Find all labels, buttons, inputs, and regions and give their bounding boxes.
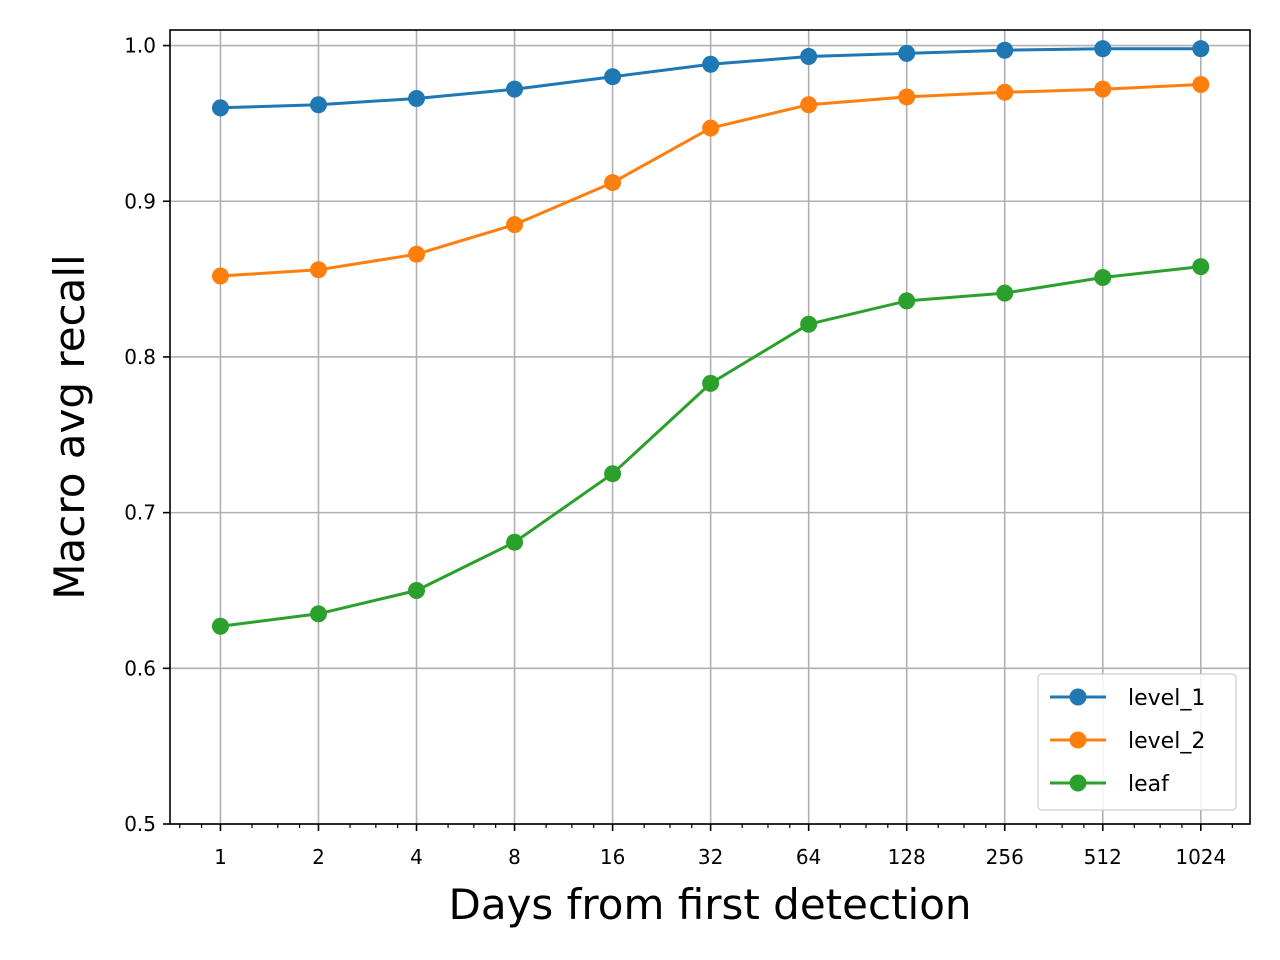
data-point-level_1 <box>604 68 622 86</box>
x-axis-title: Days from first detection <box>448 880 971 929</box>
data-point-level_2 <box>800 96 818 114</box>
legend-label: level_1 <box>1128 686 1205 711</box>
data-point-leaf <box>604 465 622 483</box>
legend-box <box>1037 673 1237 811</box>
data-point-level_2 <box>702 119 720 137</box>
data-point-level_1 <box>1192 40 1210 58</box>
legend-item-level_2: level_2 <box>1050 729 1205 754</box>
x-tick-label: 8 <box>508 845 521 869</box>
data-point-leaf <box>408 581 426 599</box>
y-tick-label: 0.6 <box>124 656 156 680</box>
x-tick-label: 4 <box>410 845 423 869</box>
data-point-level_1 <box>506 80 524 98</box>
data-point-level_1 <box>211 99 229 117</box>
legend-item-level_1: level_1 <box>1050 686 1205 711</box>
data-point-leaf <box>309 605 327 623</box>
x-tick-label: 1 <box>214 845 227 869</box>
y-tick-label: 0.8 <box>124 345 156 369</box>
data-point-leaf <box>996 284 1014 302</box>
data-series <box>211 40 1210 635</box>
x-tick-label: 16 <box>600 845 625 869</box>
x-tick-label: 2 <box>312 845 325 869</box>
series-level_2 <box>211 75 1210 285</box>
data-point-leaf <box>702 374 720 392</box>
x-tick-label: 512 <box>1084 845 1122 869</box>
data-point-level_1 <box>1094 40 1112 58</box>
data-point-level_2 <box>408 245 426 263</box>
x-tick-label: 32 <box>698 845 723 869</box>
data-point-level_1 <box>309 96 327 114</box>
data-point-level_2 <box>506 216 524 234</box>
y-tick-label: 1.0 <box>124 34 156 58</box>
data-point-level_2 <box>1192 75 1210 93</box>
plot-frame <box>169 29 1251 825</box>
data-point-level_2 <box>996 83 1014 101</box>
axis-ticks: 1 2 4 8 16 32 64 128 256 512 1024 0.5 0.6 0.7 0.8 0.9 1.… <box>124 34 1233 869</box>
data-point-level_2 <box>898 88 916 106</box>
data-point-level_2 <box>211 267 229 285</box>
legend-marker <box>1069 688 1087 706</box>
data-point-leaf <box>506 533 524 551</box>
data-point-level_1 <box>408 90 426 108</box>
series-leaf <box>211 258 1210 635</box>
x-tick-label: 1024 <box>1175 845 1226 869</box>
data-point-leaf <box>898 292 916 310</box>
x-tick-label: 256 <box>986 845 1024 869</box>
data-point-leaf <box>800 315 818 333</box>
y-tick-label: 0.7 <box>124 501 156 525</box>
y-axis-title: Macro avg recall <box>45 254 94 599</box>
y-tick-label: 0.5 <box>124 812 156 836</box>
data-point-level_2 <box>604 174 622 192</box>
x-tick-label: 128 <box>888 845 926 869</box>
data-point-level_1 <box>898 44 916 62</box>
legend-item-leaf: leaf <box>1050 772 1170 797</box>
legend-label: level_2 <box>1128 729 1205 754</box>
data-point-level_2 <box>309 261 327 279</box>
y-tick-label: 0.9 <box>124 189 156 213</box>
data-point-leaf <box>211 617 229 635</box>
data-point-leaf <box>1094 269 1112 287</box>
legend-marker <box>1069 731 1087 749</box>
series-level_1 <box>211 40 1210 117</box>
x-tick-label: 64 <box>796 845 821 869</box>
data-point-level_1 <box>800 47 818 65</box>
data-point-level_1 <box>702 55 720 73</box>
legend-label: leaf <box>1128 772 1170 797</box>
legend-marker <box>1069 774 1087 792</box>
data-point-level_2 <box>1094 80 1112 98</box>
data-point-level_1 <box>996 41 1014 59</box>
data-point-leaf <box>1192 258 1210 276</box>
